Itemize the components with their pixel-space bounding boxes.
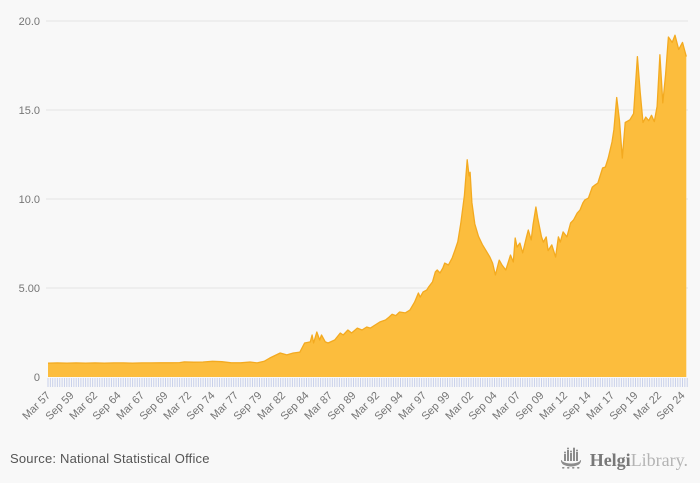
- series-area: [48, 35, 687, 377]
- svg-text:15.0: 15.0: [19, 105, 40, 117]
- logo-text-primary: Helgi: [589, 450, 631, 470]
- source-text: Source: National Statistical Office: [10, 450, 210, 466]
- helgilibrary-logo[interactable]: HelgiLibrary.: [560, 447, 688, 469]
- x-axis-minor-ticks: [47, 378, 688, 387]
- logo-text-secondary: Library.: [630, 450, 688, 470]
- svg-text:20.0: 20.0: [19, 16, 40, 28]
- y-axis-labels: 0 5.00 10.0 15.0 20.0: [19, 16, 40, 384]
- svg-text:10.0: 10.0: [19, 194, 40, 206]
- series-line: [47, 34, 687, 364]
- helgi-ship-icon: [560, 447, 581, 469]
- svg-text:5.00: 5.00: [19, 283, 40, 295]
- svg-text:0: 0: [34, 372, 40, 384]
- chart-footer: Source: National Statistical Office: [0, 440, 700, 476]
